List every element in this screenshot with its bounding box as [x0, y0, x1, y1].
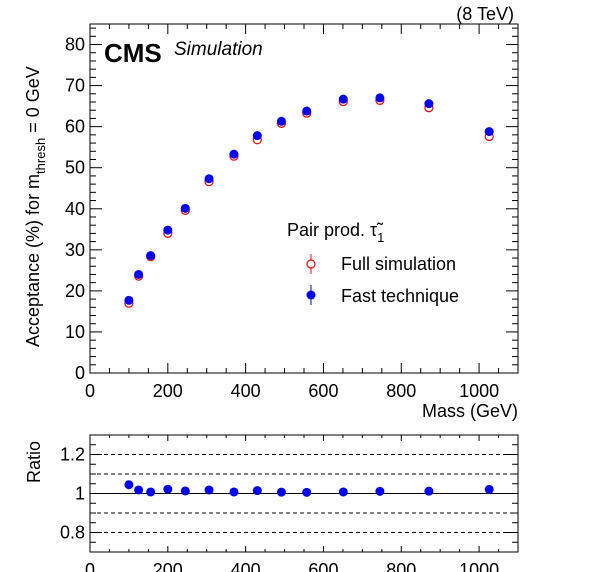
- x-tick-label: 1000: [459, 381, 499, 401]
- x-tick-label: 600: [308, 560, 338, 572]
- legend-entry-full-simulation: Full simulation: [306, 254, 456, 274]
- y-tick-label: 1: [75, 484, 85, 504]
- simulation-label: Simulation: [174, 39, 263, 60]
- data-point: [204, 485, 214, 495]
- data-point: [146, 251, 156, 261]
- legend-label-fast-technique: Fast technique: [341, 286, 459, 306]
- y-tick-label: 20: [65, 281, 85, 301]
- data-point: [124, 480, 134, 490]
- data-point: [338, 487, 348, 497]
- legend-title-sub: 1: [377, 230, 384, 245]
- data-point: [252, 131, 262, 141]
- legend-label-full-simulation: Full simulation: [341, 254, 456, 274]
- series-fast-technique: [124, 93, 494, 305]
- data-point: [338, 94, 348, 104]
- data-point: [424, 486, 434, 496]
- y-tick-label: 70: [65, 76, 85, 96]
- data-point: [484, 127, 494, 137]
- legend-entry-fast-technique: Fast technique: [306, 285, 459, 306]
- y-axis-title: Acceptance (%) for mthresh = 0 GeV: [23, 66, 48, 347]
- legend-title-main: Pair prod. τ̃: [287, 220, 384, 240]
- data-point: [302, 106, 312, 116]
- data-point: [146, 487, 156, 497]
- data-point: [276, 487, 286, 497]
- plot-frame: [89, 23, 519, 374]
- x-tick-label: 600: [308, 381, 338, 401]
- data-point: [134, 269, 144, 279]
- x-tick-label: 0: [85, 381, 95, 401]
- y-tick-label: 0.8: [60, 523, 85, 543]
- ratio-panel: 0 200 400 600 800 1000 0.8 1 1.2: [60, 434, 519, 572]
- legend-title: Pair prod. τ̃1: [287, 220, 384, 245]
- data-point: [124, 295, 134, 305]
- legend: Pair prod. τ̃1 Full simulation Fast tech…: [287, 220, 459, 306]
- y-tick-label: 10: [65, 322, 85, 342]
- ratio-y-axis-title: Ratio: [24, 441, 44, 483]
- data-point: [163, 225, 173, 235]
- y-tick-label: 80: [65, 35, 85, 55]
- y-axis-title-tail: = 0 GeV: [23, 66, 43, 138]
- main-panel: 0 200 400 600 800 1000 0 10 20 30 40 50 60 70 80: [65, 23, 519, 401]
- y-tick-label: 40: [65, 199, 85, 219]
- x-tick-label: 800: [386, 381, 416, 401]
- data-point: [134, 485, 144, 495]
- y-tick-label: 50: [65, 158, 85, 178]
- data-point: [180, 486, 190, 496]
- data-point: [424, 99, 434, 109]
- cms-label: CMS: [104, 38, 162, 68]
- y-axis-title-main: Acceptance (%) for m: [23, 174, 43, 347]
- data-point: [484, 484, 494, 494]
- data-point: [204, 174, 214, 184]
- x-tick-label: 400: [231, 381, 261, 401]
- data-point: [229, 487, 239, 497]
- x-tick-label: 800: [386, 560, 416, 572]
- x-tick-label: 200: [153, 381, 183, 401]
- y-axis-title-sub: thresh: [33, 138, 48, 174]
- energy-label: (8 TeV): [456, 4, 514, 24]
- x-tick-label: 400: [231, 560, 261, 572]
- y-tick-label: 30: [65, 240, 85, 260]
- data-point: [180, 203, 190, 213]
- y-tick-label: 60: [65, 117, 85, 137]
- y-tick-label: 1.2: [60, 445, 85, 465]
- x-tick-label: 0: [85, 560, 95, 572]
- x-axis-title: Mass (GeV): [422, 401, 518, 421]
- data-point: [229, 149, 239, 159]
- data-point: [276, 116, 286, 126]
- data-point: [375, 93, 385, 103]
- y-tick-label: 0: [75, 363, 85, 383]
- data-point: [163, 484, 173, 494]
- legend-marker-full-simulation: [306, 259, 316, 269]
- legend-marker-fast-technique: [306, 290, 316, 300]
- x-tick-label: 1000: [459, 560, 499, 572]
- series-full-simulation: [124, 95, 494, 308]
- x-tick-label: 200: [153, 560, 183, 572]
- series-0: [124, 480, 494, 497]
- data-point: [375, 486, 385, 496]
- data-point: [302, 487, 312, 497]
- data-point: [252, 486, 262, 496]
